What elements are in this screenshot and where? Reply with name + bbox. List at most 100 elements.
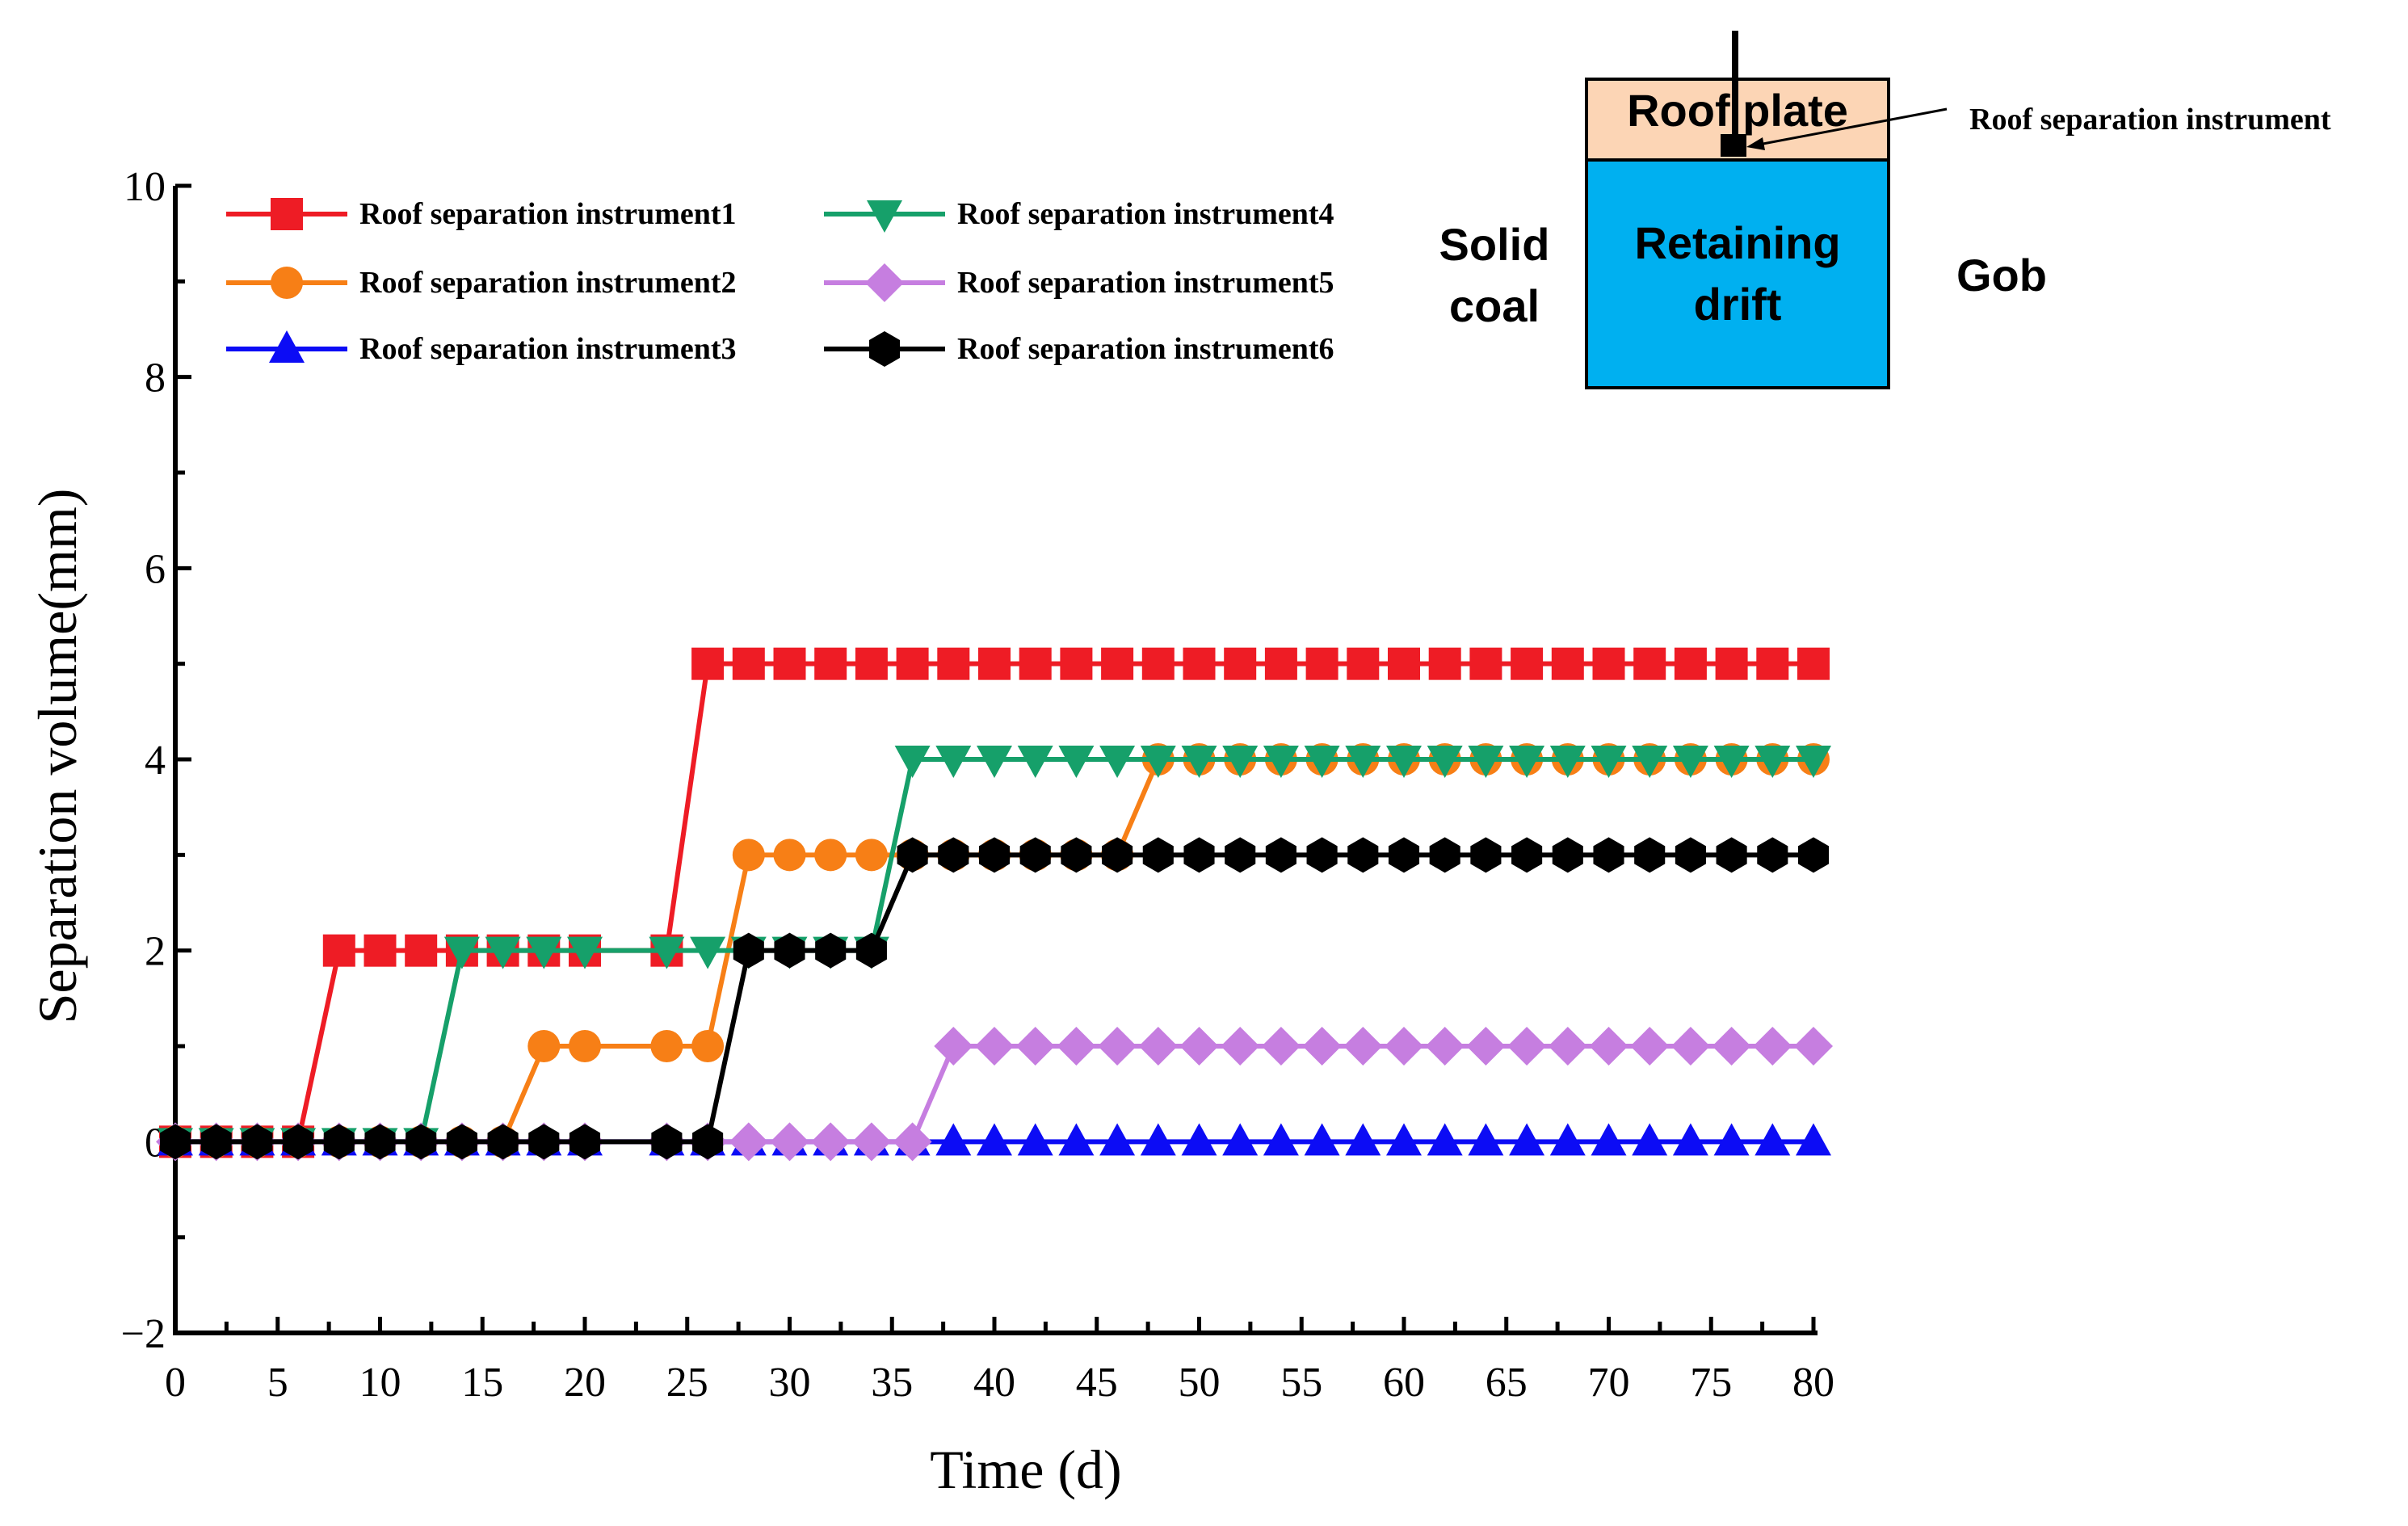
data-point <box>1591 1123 1627 1156</box>
data-point <box>1796 746 1831 778</box>
data-point <box>1633 647 1666 680</box>
data-point <box>691 647 725 680</box>
data-point <box>1429 837 1460 873</box>
data-point <box>569 1030 601 1062</box>
data-point <box>1675 837 1706 873</box>
x-axis-title: Time (d) <box>930 1439 1121 1500</box>
data-point <box>937 647 970 680</box>
x-tick-label: 50 <box>1179 1360 1221 1406</box>
x-tick-label: 0 <box>165 1360 186 1406</box>
data-point <box>691 1030 725 1062</box>
data-point <box>814 839 847 872</box>
legend-item: Roof separation instrument4 <box>824 197 1334 233</box>
data-point <box>1427 746 1463 778</box>
data-point <box>1509 1123 1545 1156</box>
legend-label: Roof separation instrument3 <box>359 332 737 366</box>
data-point <box>935 1123 972 1156</box>
legend-label: Roof separation instrument2 <box>359 266 737 300</box>
legend-label: Roof separation instrument5 <box>957 266 1334 300</box>
legend-label: Roof separation instrument6 <box>957 332 1334 366</box>
x-tick-label: 70 <box>1588 1360 1630 1406</box>
x-ticks: 0 5 10 15 20 25 30 35 40 45 50 55 60 65 70 75 80 <box>165 1317 1834 1406</box>
inset-right-label: Gob <box>1956 250 2047 301</box>
inset-left-label-line2: coal <box>1449 280 1540 331</box>
data-point <box>1265 837 1296 873</box>
data-point <box>200 1124 232 1160</box>
data-point <box>1345 746 1381 778</box>
data-point <box>1634 837 1666 873</box>
data-point <box>1304 1123 1340 1156</box>
legend-item: Roof separation instrument3 <box>226 330 737 366</box>
data-point <box>1306 837 1338 873</box>
x-tick-label: 25 <box>666 1360 708 1406</box>
data-point <box>1263 746 1299 778</box>
data-point <box>1098 1027 1137 1066</box>
data-point <box>732 839 765 872</box>
data-point <box>1549 1123 1586 1156</box>
x-tick-label: 35 <box>871 1360 913 1406</box>
data-point <box>732 647 765 680</box>
data-point <box>406 1124 437 1160</box>
data-point <box>1222 1123 1259 1156</box>
data-point <box>1388 837 1420 873</box>
data-point <box>1466 1027 1506 1066</box>
data-point <box>1386 746 1422 778</box>
data-point <box>526 936 562 969</box>
data-point <box>815 932 847 969</box>
legend-marker <box>269 330 305 363</box>
x-tick-label: 5 <box>267 1360 288 1406</box>
data-point <box>1589 1027 1628 1066</box>
y-tick-label: 2 <box>145 929 166 975</box>
inset-roof-label: Roof plate <box>1627 85 1848 136</box>
data-point <box>1630 1027 1670 1066</box>
data-point <box>364 934 397 967</box>
data-point <box>1305 647 1338 680</box>
data-point <box>893 1122 932 1162</box>
data-point <box>1425 1027 1465 1066</box>
data-point <box>811 1122 851 1162</box>
data-point <box>897 837 928 873</box>
legend-marker <box>867 200 902 233</box>
data-point <box>1592 647 1625 680</box>
data-point <box>1019 837 1051 873</box>
inset-left-label-line1: Solid <box>1439 219 1550 270</box>
inset-instrument-marker <box>1721 134 1746 157</box>
data-point <box>1181 746 1217 778</box>
data-point <box>1796 1123 1831 1156</box>
data-point <box>1345 1123 1381 1156</box>
data-point <box>855 647 888 680</box>
data-point <box>1468 1123 1504 1156</box>
x-tick-label: 80 <box>1792 1360 1834 1406</box>
data-point <box>1304 746 1340 778</box>
data-point <box>1140 746 1176 778</box>
series-6 <box>159 837 1830 1160</box>
data-point <box>1019 647 1052 680</box>
legend-marker <box>868 331 901 367</box>
data-point <box>1468 746 1504 778</box>
x-tick-label: 40 <box>973 1360 1015 1406</box>
data-point <box>855 932 887 969</box>
data-point <box>1713 746 1750 778</box>
series-line <box>175 852 1813 1145</box>
series-line <box>175 661 1813 1145</box>
y-tick-label: 6 <box>145 546 166 592</box>
data-point <box>690 936 726 969</box>
data-point <box>242 1124 273 1160</box>
data-point <box>1057 1027 1096 1066</box>
data-point <box>938 837 969 873</box>
data-point <box>485 936 521 969</box>
data-point <box>528 1124 560 1160</box>
data-point <box>1797 647 1830 680</box>
data-point <box>1060 647 1093 680</box>
x-tick-label: 55 <box>1280 1360 1322 1406</box>
data-point <box>1591 746 1627 778</box>
data-point <box>1347 837 1379 873</box>
data-point <box>1058 746 1095 778</box>
data-point <box>1507 1027 1547 1066</box>
x-tick-label: 30 <box>769 1360 811 1406</box>
data-point <box>364 1124 396 1160</box>
data-point <box>1427 1123 1463 1156</box>
data-point <box>1670 1027 1710 1066</box>
data-point <box>855 839 888 872</box>
